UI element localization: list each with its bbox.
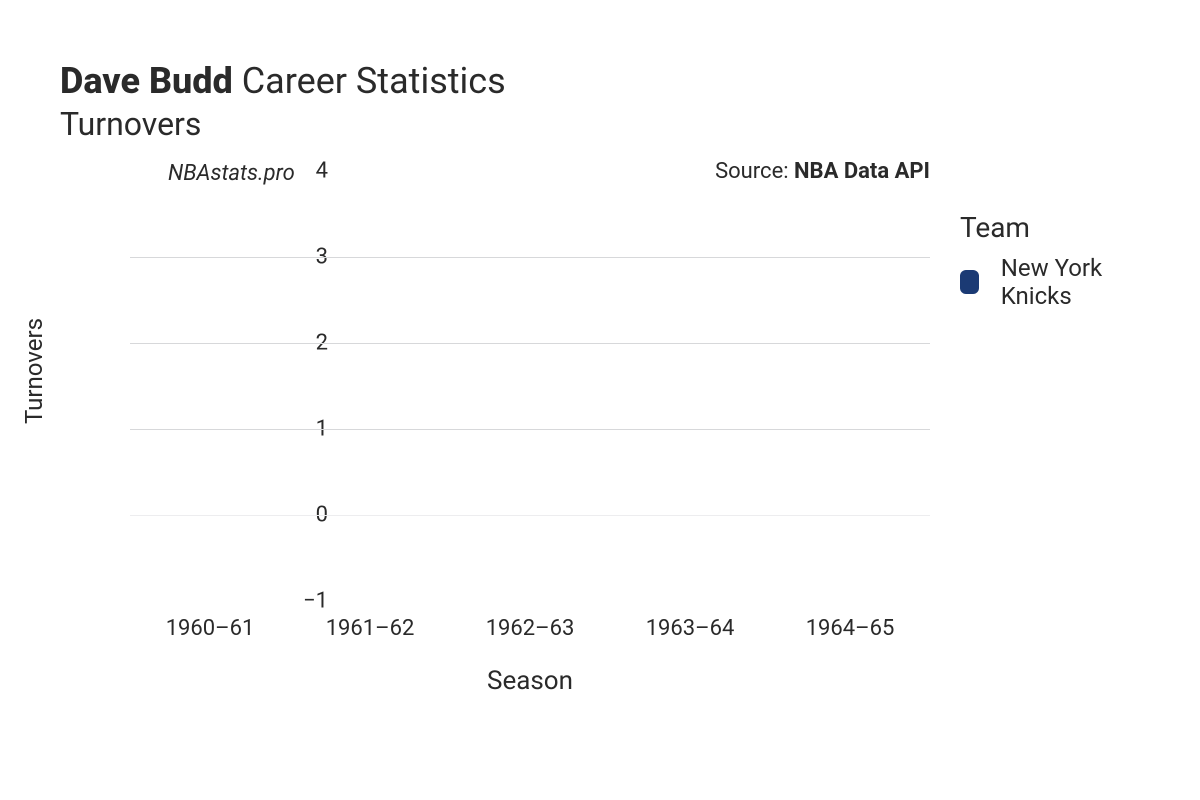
title-player-name: Dave Budd	[60, 60, 233, 102]
x-tick-label: 1964–65	[806, 616, 895, 641]
watermark-text: NBAstats.pro	[168, 161, 295, 186]
source-label: Source:	[715, 159, 794, 184]
y-axis-label: Turnovers	[20, 318, 48, 424]
x-tick-label: 1961–62	[326, 616, 415, 641]
x-tick-label: 1962–63	[486, 616, 575, 641]
legend: Team New York Knicks	[960, 211, 1140, 310]
source-attribution: Source: NBA Data API	[715, 159, 930, 184]
gridline	[130, 343, 930, 344]
chart-container: Dave Budd Career Statistics Turnovers Tu…	[0, 0, 1200, 800]
gridline	[130, 429, 930, 430]
source-name: NBA Data API	[794, 159, 930, 184]
x-tick-label: 1963–64	[646, 616, 735, 641]
title-suffix: Career Statistics	[233, 60, 506, 102]
legend-item-label: New York Knicks	[1001, 254, 1140, 310]
gridline-zero	[130, 515, 930, 516]
x-tick-label: 1960–61	[166, 616, 255, 641]
legend-title: Team	[960, 211, 1140, 244]
page-title: Dave Budd Career Statistics	[60, 60, 1140, 103]
legend-swatch-icon	[960, 270, 979, 294]
legend-item: New York Knicks	[960, 254, 1140, 310]
chart-area: Turnovers 4 3 2 1 0 −1 NBAstats.pro Sour…	[60, 171, 1140, 731]
plot-area: NBAstats.pro Source: NBA Data API	[130, 171, 930, 601]
gridline	[130, 257, 930, 258]
x-axis-label: Season	[130, 666, 930, 696]
page-subtitle: Turnovers	[60, 105, 1140, 143]
